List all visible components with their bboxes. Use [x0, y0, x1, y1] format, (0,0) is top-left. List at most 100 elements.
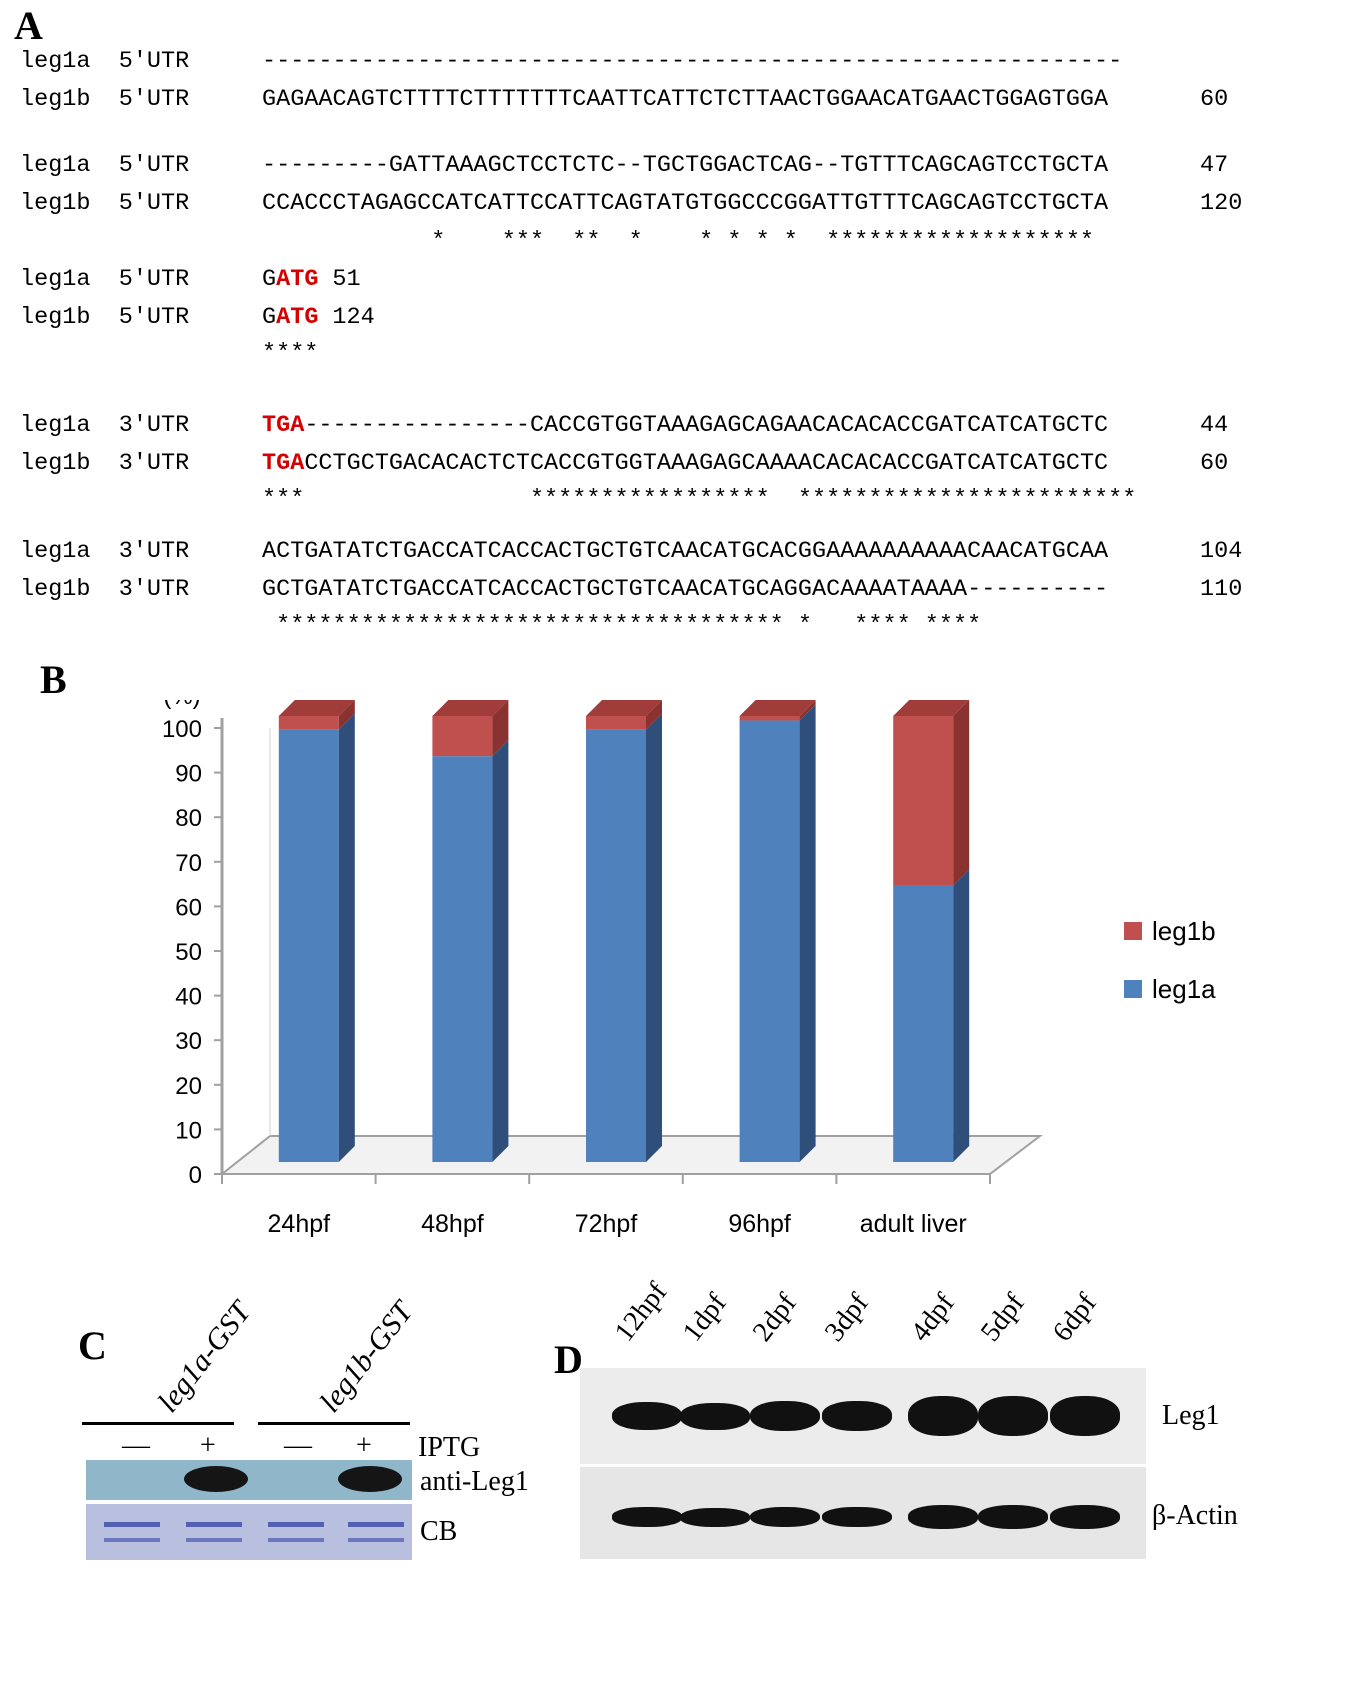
sequence: TGACCTGCTGACACACTCTCACCGTGGTAAAGAGCAAAAC…: [262, 450, 1109, 477]
alignment-row-leg1a: leg1a 3'UTR ACTGATATCTGACCATCACCACTGCTGT…: [20, 538, 1242, 566]
row-header: leg1a 5'UTR: [20, 48, 218, 75]
bar-side-leg1a: [338, 713, 355, 1162]
panel-a-label: A: [14, 3, 43, 48]
legend-swatch-leg1a: [1124, 980, 1142, 998]
row-header: leg1a 5'UTR: [20, 266, 218, 293]
bar-leg1a: [586, 729, 646, 1162]
leg1-band: [908, 1396, 978, 1436]
cb-band: [104, 1522, 160, 1527]
bar-side-leg1b: [492, 700, 509, 757]
row-header: leg1b 3'UTR: [20, 450, 218, 477]
x-tick-label: adult liver: [860, 1210, 967, 1238]
position-number: 110: [1200, 576, 1243, 603]
sequence: ACTGATATCTGACCATCACCACTGCTGTCAACATGCACGG…: [262, 538, 1109, 565]
bar-leg1b: [278, 716, 339, 730]
cb-label: CB: [420, 1516, 458, 1547]
alignment-row-leg1a: leg1a 5'UTR ----------------------------…: [20, 48, 1122, 76]
bar-side-leg1b: [953, 700, 970, 886]
actin-band: [822, 1507, 892, 1527]
alignment-row-leg1b: leg1b 5'UTR CCACCCTAGAGCCATCATTCCATTCAGT…: [20, 190, 1242, 218]
x-tick-label: 24hpf: [268, 1210, 331, 1238]
bar-side-leg1b: [646, 700, 662, 730]
panel-c-label: C: [78, 1323, 107, 1368]
position-number: 51: [332, 266, 361, 293]
iptg-sign-2: +: [200, 1430, 216, 1461]
alignment-row-leg1b: leg1b 3'UTR TGACCTGCTGACACACTCTCACCGTGGT…: [20, 450, 1228, 478]
construct-bar-leg1a: [82, 1422, 234, 1425]
anti-leg1-label: anti-Leg1: [420, 1466, 529, 1497]
y-tick-label: 30: [175, 1028, 202, 1055]
cb-band: [268, 1538, 324, 1542]
actin-band: [908, 1505, 978, 1529]
anti-leg1-blot: [86, 1460, 412, 1500]
iptg-label: IPTG: [418, 1432, 481, 1463]
conservation-stars: ****: [262, 340, 319, 367]
alignment-row-leg1b: leg1b 5'UTR GAGAACAGTCTTTTCTTTTTTTCAATTC…: [20, 86, 1228, 114]
position-number: 124: [332, 304, 375, 331]
bar-leg1b: [586, 716, 646, 730]
row-header: leg1a 5'UTR: [20, 152, 218, 179]
sequence: ---------GATTAAAGCTCCTCTC--TGCTGGACTCAG-…: [262, 152, 1109, 179]
sequence: GATG: [262, 266, 319, 293]
bar-leg1b: [432, 716, 493, 757]
conservation-stars: *** ***************** ******************…: [262, 486, 1137, 513]
construct-bar-leg1b: [258, 1422, 410, 1425]
bar-side-leg1a: [646, 713, 662, 1162]
y-tick-label: 80: [175, 805, 202, 832]
actin-band: [680, 1507, 750, 1527]
y-axis-label: (%): [163, 700, 200, 710]
x-tick-label: 72hpf: [575, 1210, 638, 1238]
position-number: 47: [1200, 152, 1229, 179]
panel-b-chart: B 0 10 20 30 40 50 60 70 80 90 100 (%) 24hpf 48hpf 72h…: [0, 657, 1364, 1350]
leg1-band: [822, 1401, 892, 1431]
leg1-row-label: Leg1: [1162, 1400, 1220, 1431]
coomassie-stain: [86, 1504, 412, 1560]
highlighted-codon: TGA: [262, 412, 305, 439]
leg1-band: [1050, 1396, 1120, 1436]
actin-band: [612, 1507, 682, 1527]
alignment-row-leg1b: leg1b 5'UTR GATG 124: [20, 304, 375, 332]
cb-band: [348, 1538, 404, 1542]
alignment-row-leg1a: leg1a 5'UTR ---------GATTAAAGCTCCTCTC--T…: [20, 152, 1228, 180]
position-number: 120: [1200, 190, 1243, 217]
bar-top-leg1b: [432, 700, 509, 716]
y-tick-label: 90: [175, 761, 202, 788]
highlighted-codon: ATG: [276, 266, 319, 293]
blot-band-leg1b: [338, 1466, 402, 1492]
bar-side-leg1b: [338, 700, 355, 730]
leg1-band: [680, 1402, 750, 1430]
highlighted-codon: ATG: [276, 304, 319, 331]
y-tick-label: 40: [175, 984, 202, 1011]
iptg-sign-1: —: [122, 1430, 150, 1461]
stacked-bar-chart: 0 10 20 30 40 50 60 70 80 90 100 (%) 24hpf 48hpf 72hpf…: [162, 683, 1216, 1238]
row-header: leg1a 3'UTR: [20, 538, 218, 565]
cb-band: [104, 1538, 160, 1542]
y-tick-label: 70: [175, 850, 202, 877]
panel-d-western-blot: D 12hpf 1dpf 2dpf 3dpf 4dpf 5dpf 6dpf Leg1 β-A…: [554, 1277, 1364, 1692]
blot-divider: [580, 1464, 1146, 1467]
y-tick-label: 10: [175, 1117, 202, 1144]
legend-label-leg1a: leg1a: [1152, 974, 1216, 1004]
beta-actin-row-label: β-Actin: [1152, 1500, 1238, 1531]
conservation-stars: * *** ** * * * * * *******************: [262, 228, 1095, 255]
alignment-row-leg1a: leg1a 5'UTR GATG 51: [20, 266, 361, 294]
sequence: GATG: [262, 304, 319, 331]
legend-label-leg1b: leg1b: [1152, 916, 1216, 946]
legend-swatch-leg1b: [1124, 922, 1142, 940]
sequence: TGA----------------CACCGTGGTAAAGAGCAGAAC…: [262, 412, 1109, 439]
row-header: leg1b 5'UTR: [20, 190, 218, 217]
highlighted-codon: TGA: [262, 450, 305, 477]
x-tick-label: 48hpf: [421, 1210, 484, 1238]
panel-c-western-blot: C leg1a-GST leg1b-GST — + — + IPTG anti-…: [0, 1296, 560, 1692]
leg1-band: [978, 1396, 1048, 1436]
bar-side-leg1a: [492, 740, 509, 1162]
panel-a-alignment: A leg1a 5'UTR --------------------------…: [0, 0, 1364, 700]
y-tick-label: 20: [175, 1073, 202, 1100]
sequence: CCACCCTAGAGCCATCATTCCATTCAGTATGTGGCCCGGA…: [262, 190, 1109, 217]
alignment-row-leg1b: leg1b 3'UTR GCTGATATCTGACCATCACCACTGCTGT…: [20, 576, 1242, 604]
leg1-band: [612, 1401, 682, 1431]
bar-leg1a: [893, 885, 954, 1162]
bar-top-leg1b: [893, 700, 970, 716]
leg1-band: [750, 1400, 820, 1432]
chart-legend: leg1b leg1a: [1124, 916, 1216, 1004]
